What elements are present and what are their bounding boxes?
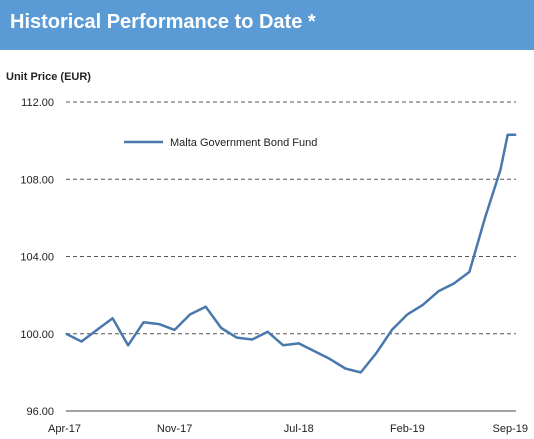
data-point bbox=[406, 313, 408, 316]
data-point bbox=[174, 329, 176, 331]
data-point bbox=[282, 344, 284, 346]
data-point bbox=[453, 282, 455, 285]
data-point bbox=[484, 217, 486, 219]
x-tick-label: Apr-17 bbox=[48, 423, 81, 435]
data-point bbox=[344, 367, 346, 370]
data-point bbox=[65, 333, 67, 335]
header-bar: Historical Performance to Date * bbox=[0, 0, 534, 50]
legend-label: Malta Government Bond Fund bbox=[170, 137, 317, 149]
data-point bbox=[80, 340, 83, 343]
data-point bbox=[499, 168, 502, 171]
data-point bbox=[391, 329, 393, 331]
x-tick-label: Jul-18 bbox=[284, 423, 314, 435]
data-point bbox=[236, 337, 238, 339]
data-point bbox=[142, 321, 145, 323]
data-point bbox=[507, 134, 509, 136]
y-tick-label: 108.00 bbox=[20, 174, 54, 186]
y-tick-label: 100.00 bbox=[20, 329, 54, 341]
data-point bbox=[127, 344, 129, 346]
data-point bbox=[158, 323, 160, 325]
y-tick-label: 96.00 bbox=[26, 406, 54, 418]
y-axis-label: Unit Price (EUR) bbox=[6, 71, 91, 83]
y-tick-label: 104.00 bbox=[20, 252, 54, 264]
series-line bbox=[65, 133, 516, 374]
data-point bbox=[437, 290, 440, 292]
data-point bbox=[96, 329, 98, 331]
data-point bbox=[251, 338, 253, 341]
data-point bbox=[515, 134, 517, 136]
data-point bbox=[205, 306, 207, 308]
x-tick-label: Nov-17 bbox=[157, 423, 192, 435]
data-point bbox=[189, 313, 191, 316]
data-point bbox=[267, 331, 269, 333]
data-point bbox=[422, 304, 424, 306]
data-point bbox=[313, 350, 315, 352]
data-point bbox=[220, 327, 222, 329]
x-tick-label: Feb-19 bbox=[390, 423, 425, 435]
data-point bbox=[468, 271, 471, 273]
data-point bbox=[360, 371, 362, 373]
data-point bbox=[329, 358, 331, 360]
data-point bbox=[298, 342, 300, 345]
data-point bbox=[111, 317, 114, 319]
x-tick-label: Sep-19 bbox=[493, 423, 528, 435]
data-point bbox=[375, 352, 377, 354]
y-tick-label: 112.00 bbox=[21, 97, 54, 109]
page-title: Historical Performance to Date * bbox=[10, 11, 316, 33]
